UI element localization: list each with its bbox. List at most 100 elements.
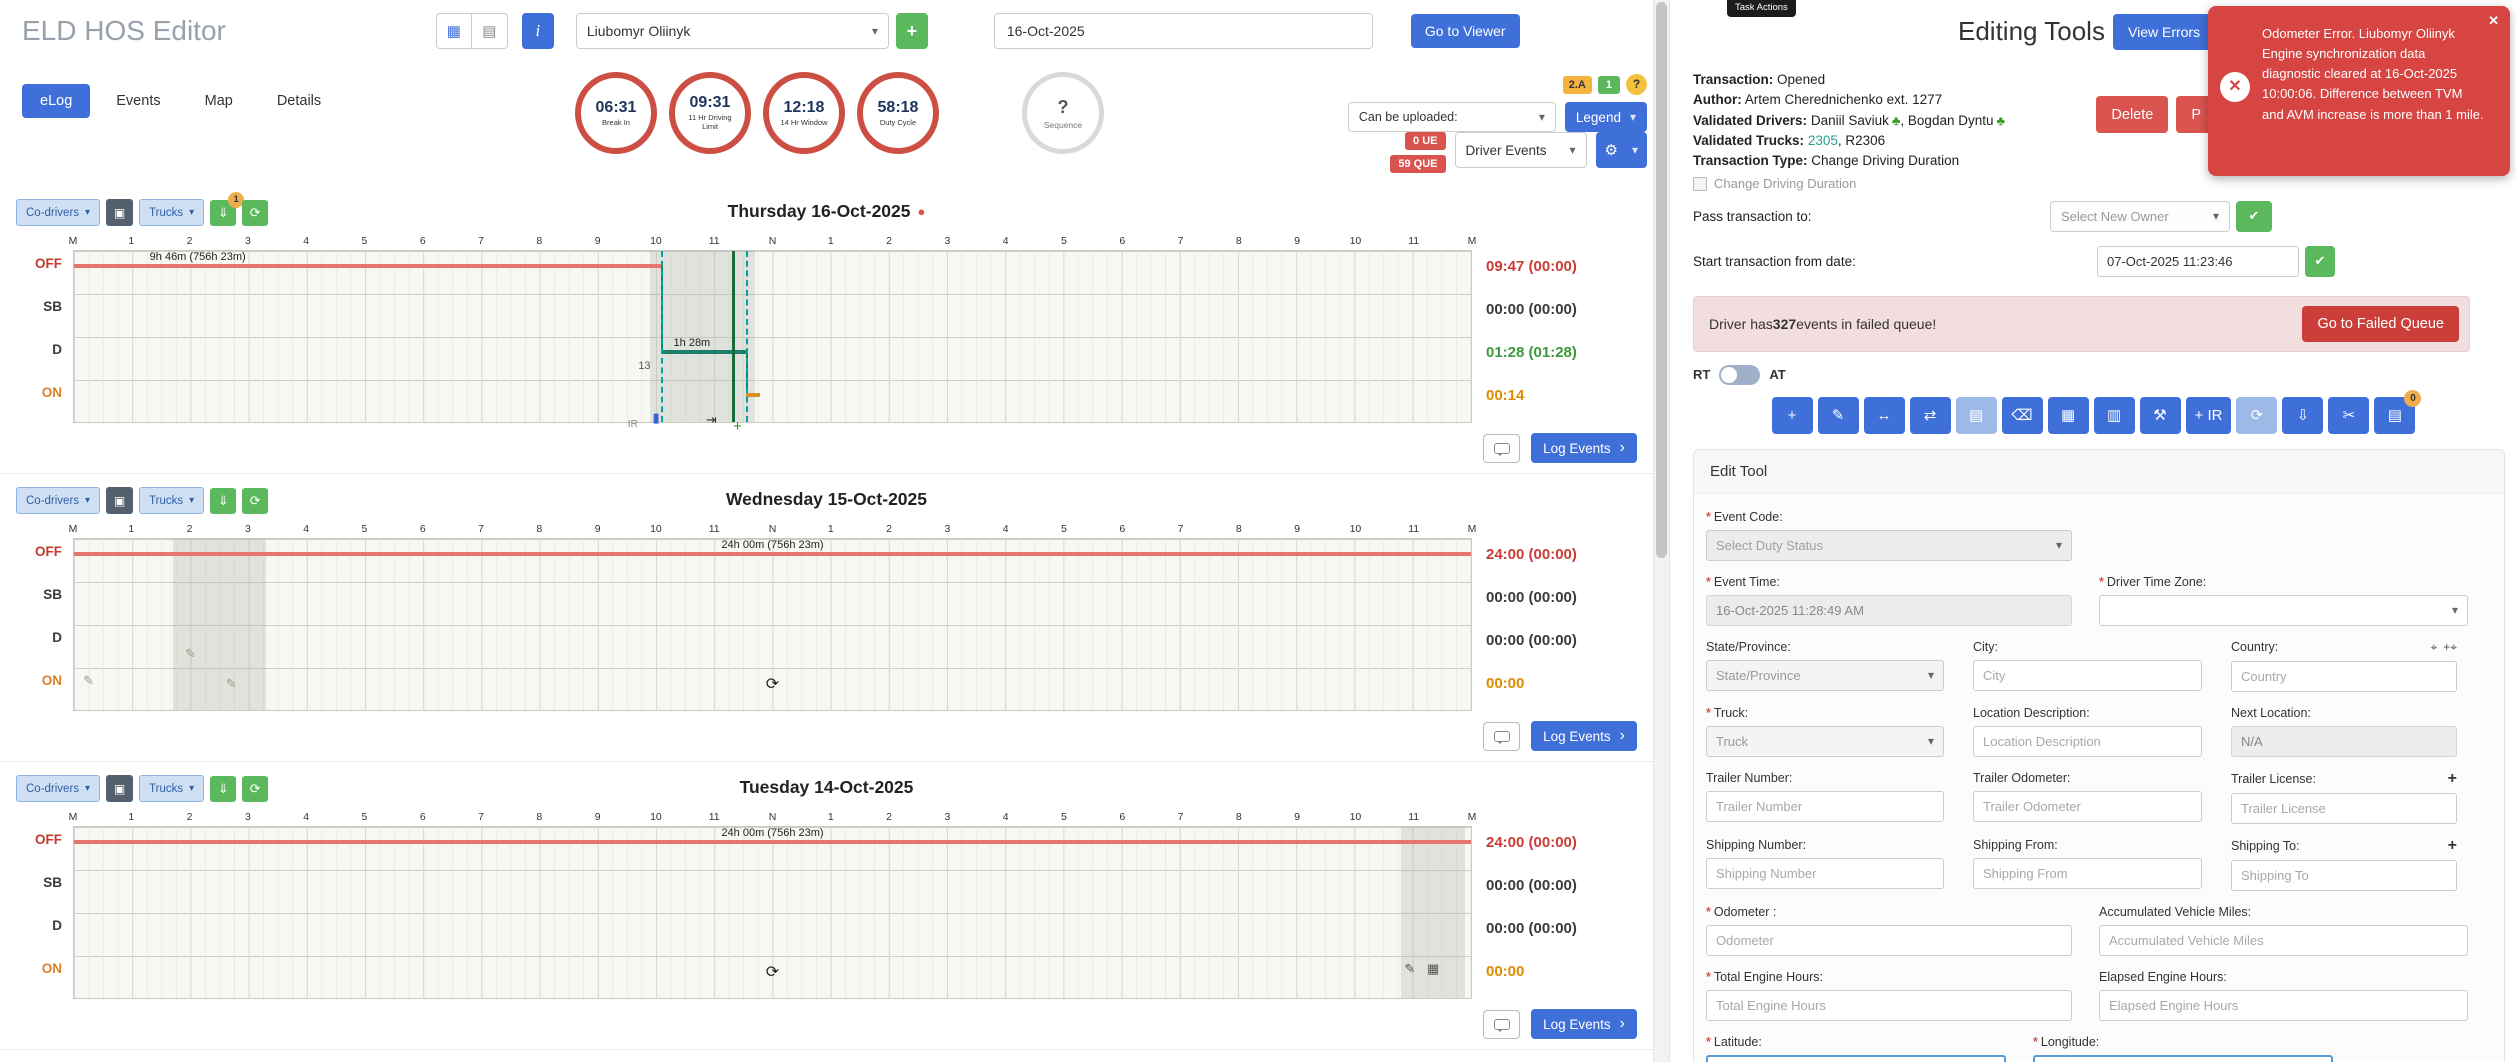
chart-marker-icon[interactable]: ⟳ (765, 675, 780, 693)
add-trailer-license-icon[interactable]: + (2447, 769, 2457, 787)
add-location-icon[interactable]: +⌖ (2443, 639, 2457, 654)
truck-assign-button[interactable]: ▣ (106, 775, 134, 802)
log-graph[interactable]: 9h 46m (756h 23m) 1h 28m 13 ▮ IR ⇥ + (73, 250, 1472, 434)
co-drivers-dropdown[interactable]: Co-drivers ▾ (16, 199, 101, 226)
trucks-dropdown[interactable]: Trucks ▾ (139, 199, 205, 226)
toolbar-extend-event-button[interactable]: ↔ (1863, 396, 1905, 434)
log-events-button[interactable]: Log Events › (1531, 1009, 1637, 1039)
download-log-button[interactable]: ⇓ 1 (210, 191, 245, 226)
toolbar-add-event-button[interactable]: + (1771, 396, 1813, 434)
log-graph[interactable]: 24h 00m (756h 23m) ✎ ▦ ⟳ (73, 826, 1472, 999)
chart-marker-icon[interactable]: ✎ (184, 645, 196, 661)
refresh-log-button[interactable]: ⟳ (242, 199, 269, 226)
download-log-button[interactable]: ⇓ (210, 487, 237, 514)
sequence-clock[interactable]: ? Sequence (1022, 72, 1104, 154)
toolbar-annotation-button[interactable]: ▤ (1955, 396, 1997, 434)
truck-assign-button[interactable]: ▣ (106, 199, 134, 226)
log-comment-button[interactable] (1483, 433, 1521, 463)
chart-marker-icon[interactable]: ✎ (225, 675, 237, 691)
chart-marker-icon[interactable]: ✎ (1404, 961, 1416, 977)
log-comment-button[interactable] (1483, 1009, 1521, 1039)
elapsed-engine-hours-input[interactable] (2099, 989, 2468, 1021)
tab-events[interactable]: Events (98, 84, 178, 118)
new-owner-select[interactable]: Select New Owner ▾ (2050, 200, 2230, 232)
truck-select[interactable]: Truck ▾ (1706, 725, 1944, 757)
help-badge[interactable]: ? (1626, 74, 1647, 95)
shipping-from-input[interactable] (1973, 857, 2202, 889)
doc-view-button[interactable]: ▤ (471, 13, 508, 49)
go-to-failed-queue-button[interactable]: Go to Failed Queue (2302, 305, 2459, 342)
toolbar-merge-events-button[interactable]: ▦ (2047, 396, 2089, 434)
task-actions-chip[interactable]: Task Actions (1727, 0, 1796, 17)
confirm-pass-button[interactable]: ✔ (2236, 200, 2272, 232)
total-engine-hours-input[interactable] (1706, 989, 2072, 1021)
driver-events-select[interactable]: Driver Events ▾ (1454, 132, 1587, 168)
scrollbar-thumb[interactable] (1656, 2, 1667, 558)
event-time-input[interactable] (1706, 594, 2072, 626)
change-driving-duration-checkbox[interactable] (1693, 177, 1707, 191)
longitude-input[interactable] (2033, 1054, 2333, 1062)
download-log-button[interactable]: ⇓ (210, 775, 237, 802)
info-button[interactable]: i (521, 13, 554, 49)
trucks-dropdown[interactable]: Trucks ▾ (139, 775, 205, 802)
edit-range-line[interactable] (746, 251, 749, 422)
toolbar-split-event-button[interactable]: ▥ (2093, 396, 2135, 434)
chart-marker-icon[interactable]: ▦ (1427, 961, 1440, 977)
add-shipping-to-icon[interactable]: + (2447, 836, 2457, 854)
go-to-viewer-button[interactable]: Go to Viewer (1410, 14, 1520, 48)
locate-on-map-icon[interactable]: ⌖ (2430, 639, 2438, 654)
log-comment-button[interactable] (1483, 721, 1521, 751)
trucks-dropdown[interactable]: Trucks ▾ (139, 487, 205, 514)
toolbar-shift-events-button[interactable]: ⇩ (2282, 396, 2324, 434)
toolbar-edit-event-button[interactable]: ✎ (1817, 396, 1859, 434)
legend-button[interactable]: Legend ▾ (1564, 102, 1647, 132)
confirm-start-date-button[interactable]: ✔ (2304, 245, 2335, 277)
chart-marker-icon[interactable]: ▮ (652, 409, 660, 425)
view-errors-button[interactable]: View Errors (2113, 14, 2216, 50)
log-graph[interactable]: 24h 00m (756h 23m) ✎ ✎ ✎ ⟳ (73, 538, 1472, 711)
refresh-log-button[interactable]: ⟳ (242, 487, 269, 514)
add-driver-button[interactable]: + (895, 13, 928, 49)
tab-elog[interactable]: eLog (22, 84, 91, 118)
chart-marker-icon[interactable]: 13 (638, 359, 651, 372)
location-description-input[interactable] (1973, 725, 2202, 757)
chart-marker-icon[interactable]: ✎ (83, 673, 94, 689)
trailer-license-input[interactable] (2231, 792, 2457, 824)
chart-marker-icon[interactable]: IR (627, 418, 638, 430)
city-input[interactable] (1973, 659, 2202, 691)
edit-range-line[interactable] (731, 251, 735, 422)
shipping-to-input[interactable] (2231, 859, 2457, 891)
trailer-number-input[interactable] (1706, 790, 1944, 822)
edit-range-line[interactable] (660, 251, 663, 422)
settings-dropdown-button[interactable]: ⚙ ▾ (1595, 132, 1647, 168)
toolbar-repair-button[interactable]: ⚒ (2139, 396, 2181, 434)
toolbar-delete-event-button[interactable]: ⌫ (2001, 396, 2043, 434)
toolbar-cut-event-button[interactable]: ✂ (2328, 396, 2370, 434)
toolbar-refresh-button[interactable]: ⟳ (2236, 396, 2278, 434)
shipping-number-input[interactable] (1706, 857, 1944, 889)
latitude-input[interactable] (1706, 1054, 2006, 1062)
event-code-select[interactable]: Select Duty Status ▾ (1706, 529, 2072, 561)
start-date-input[interactable] (2097, 245, 2299, 277)
refresh-log-button[interactable]: ⟳ (242, 775, 269, 802)
state-province-select[interactable]: State/Province ▾ (1706, 659, 1944, 691)
log-events-button[interactable]: Log Events › (1531, 721, 1637, 751)
tab-details[interactable]: Details (259, 84, 339, 118)
can-be-uploaded-select[interactable]: Can be uploaded: ▾ (1347, 102, 1556, 132)
chart-marker-icon[interactable]: + (733, 417, 742, 435)
tab-map[interactable]: Map (187, 84, 251, 118)
vertical-scrollbar[interactable] (1653, 0, 1670, 1062)
toolbar-swap-events-button[interactable]: ⇄ (1909, 396, 1951, 434)
chart-marker-icon[interactable]: ⇥ (705, 411, 717, 427)
close-toast-button[interactable]: ✕ (2488, 13, 2499, 28)
driver-time-zone-select[interactable]: ▾ (2099, 594, 2468, 626)
trailer-odometer-input[interactable] (1973, 790, 2202, 822)
odometer-input[interactable] (1706, 924, 2072, 956)
toolbar-event-queue-button[interactable]: ▤ 0 (2374, 389, 2422, 434)
co-drivers-dropdown[interactable]: Co-drivers ▾ (16, 775, 101, 802)
chart-marker-icon[interactable]: ⟳ (765, 963, 780, 981)
delete-transaction-button[interactable]: Delete (2096, 96, 2169, 133)
accumulated-vehicle-miles-input[interactable] (2099, 924, 2468, 956)
grid-view-button[interactable]: ▦ (435, 13, 472, 49)
driver-select[interactable]: Liubomyr Oliinyk ▾ (575, 13, 889, 49)
